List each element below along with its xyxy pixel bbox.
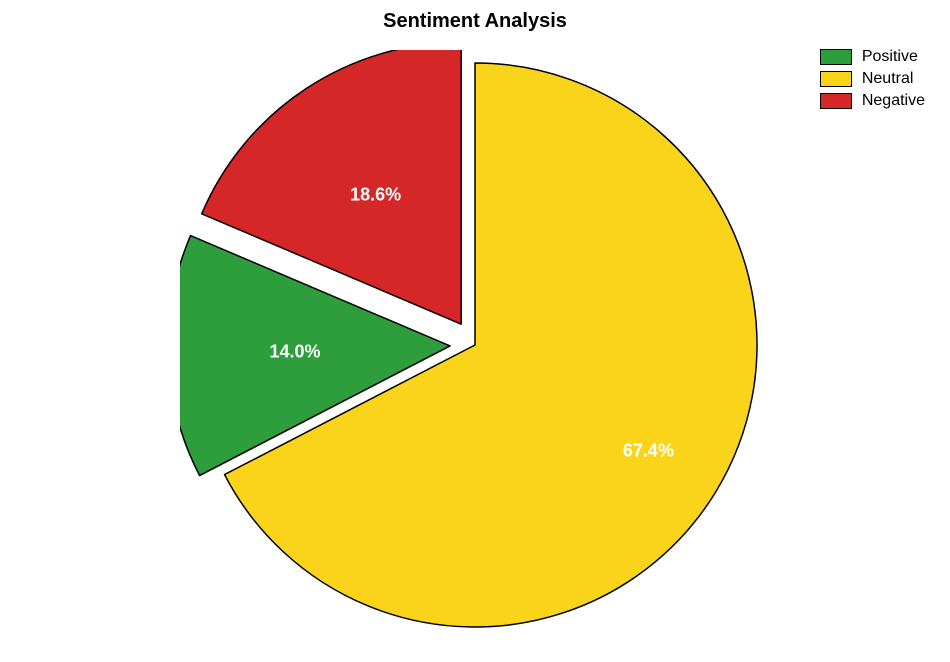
legend-swatch-negative	[820, 93, 852, 109]
legend: Positive Neutral Negative	[820, 48, 925, 114]
legend-swatch-positive	[820, 49, 852, 65]
legend-label-negative: Negative	[862, 92, 925, 110]
slice-label-negative: 18.6%	[350, 184, 401, 205]
legend-label-positive: Positive	[862, 48, 918, 66]
legend-item-neutral: Neutral	[820, 70, 925, 88]
chart-title: Sentiment Analysis	[0, 10, 950, 33]
chart-container: Sentiment Analysis 18.6% 14.0% 67.4% Posit…	[0, 0, 950, 662]
legend-label-neutral: Neutral	[862, 70, 914, 88]
slice-label-neutral: 67.4%	[623, 440, 674, 461]
pie-chart: 18.6% 14.0% 67.4%	[180, 50, 770, 640]
legend-swatch-neutral	[820, 71, 852, 87]
slice-label-positive: 14.0%	[269, 341, 320, 362]
legend-item-negative: Negative	[820, 92, 925, 110]
legend-item-positive: Positive	[820, 48, 925, 66]
